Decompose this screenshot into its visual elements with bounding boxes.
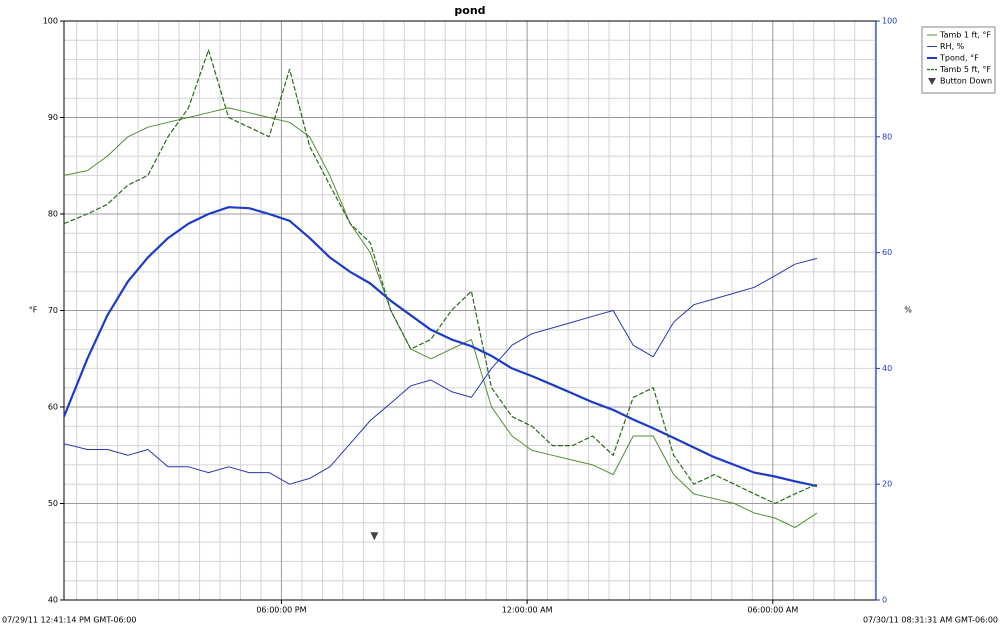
y-tick-label: 70 xyxy=(48,306,58,315)
series-line xyxy=(62,206,818,488)
legend-label: Tpond, °F xyxy=(939,54,979,63)
legend-label: Button Down xyxy=(940,77,992,86)
x-tick-label: 06:00:00 PM xyxy=(256,606,306,615)
y-tick-label: 80 xyxy=(48,210,58,219)
legend-label: Tamb 1 ft, °F xyxy=(939,31,991,40)
y2-tick-label: 60 xyxy=(882,248,892,257)
series-line xyxy=(63,107,818,529)
chart-title: pond xyxy=(454,4,485,17)
y2-axis-label: % xyxy=(904,306,912,315)
legend-label: RH, % xyxy=(940,42,965,51)
y-axis-label: °F xyxy=(29,306,38,315)
y2-tick-label: 40 xyxy=(882,364,892,373)
x-start-label: 07/29/11 12:41:14 PM GMT-06:00 xyxy=(2,616,136,625)
legend-swatch xyxy=(928,78,936,85)
y-tick-label: 100 xyxy=(43,17,58,26)
x-end-label: 07/30/11 08:31:31 AM GMT-06:00 xyxy=(863,616,998,625)
x-tick-label: 12:00:00 AM xyxy=(502,606,553,615)
x-tick-label: 06:00:00 AM xyxy=(747,606,798,615)
series-line xyxy=(63,257,818,485)
y2-tick-label: 100 xyxy=(882,17,897,26)
series-line xyxy=(63,49,818,505)
legend-label: Tamb 5 ft, °F xyxy=(939,65,991,74)
y-tick-label: 40 xyxy=(48,596,58,605)
y-tick-label: 90 xyxy=(48,113,58,122)
button-marker xyxy=(370,532,379,541)
y-tick-label: 50 xyxy=(48,499,58,508)
y2-tick-label: 20 xyxy=(882,480,892,489)
y-tick-label: 60 xyxy=(48,403,58,412)
y2-tick-label: 80 xyxy=(882,132,892,141)
legend-box xyxy=(921,26,996,94)
y2-tick-label: 0 xyxy=(882,596,887,605)
